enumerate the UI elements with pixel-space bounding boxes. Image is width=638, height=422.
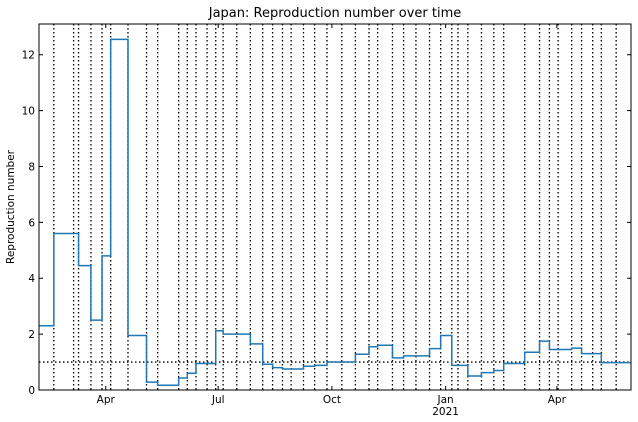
- x-tick-label: Jul: [211, 394, 225, 406]
- x-tick-label: Oct: [323, 394, 341, 406]
- series-group: [39, 38, 631, 386]
- x-tick-label: Jan: [437, 394, 454, 406]
- x-tick-year-label: 2021: [432, 406, 459, 418]
- series-line: [39, 38, 631, 386]
- y-tick-label: 12: [22, 50, 35, 62]
- y-tick-label: 8: [28, 161, 35, 173]
- y-tick-label: 2: [28, 329, 35, 341]
- y-tick-label: 6: [28, 217, 35, 229]
- y-tick-label: 4: [28, 273, 35, 285]
- plot-frame: [38, 23, 632, 391]
- breakpoint-lines: [53, 24, 617, 390]
- chart-title: Japan: Reproduction number over time: [208, 6, 462, 21]
- x-tick-label: Apr: [548, 394, 567, 406]
- y-axis-label: Reproduction number: [5, 149, 17, 264]
- y-tick-label: 10: [22, 106, 35, 118]
- plot-area: [39, 24, 631, 390]
- x-tick-label: Apr: [97, 394, 116, 406]
- y-tick-label: 0: [28, 385, 35, 397]
